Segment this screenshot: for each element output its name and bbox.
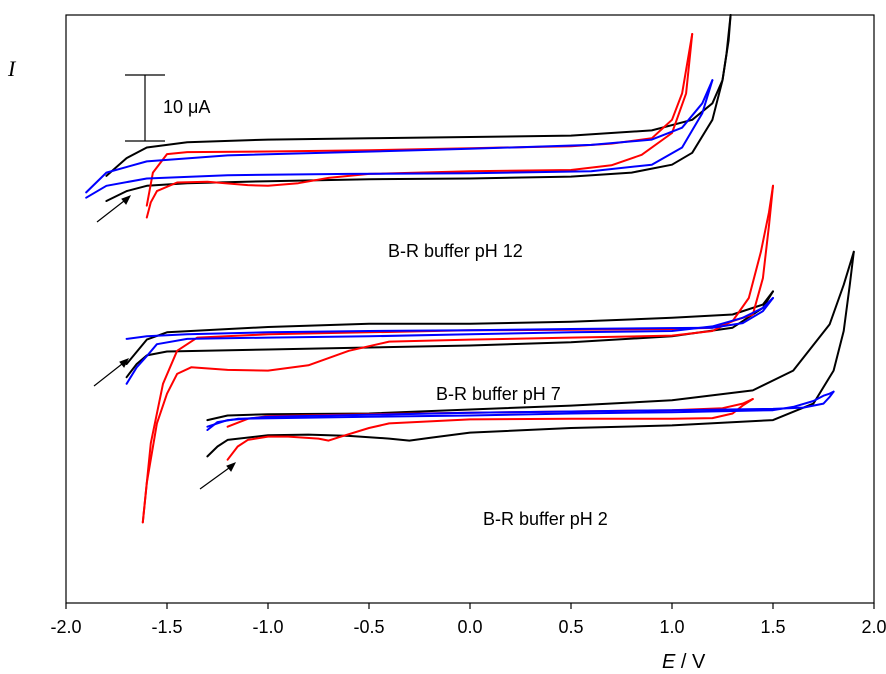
series-line-2-return bbox=[85, 79, 714, 194]
scale-bar bbox=[125, 74, 165, 142]
series-line-7-forward bbox=[226, 398, 754, 461]
x-axis: -2.0 -1.5 -1.0 -0.5 0.0 0.5 1.0 1.5 2.0 bbox=[50, 603, 886, 637]
x-tick-label: 2.0 bbox=[861, 617, 886, 637]
series-line-0-return bbox=[105, 14, 732, 177]
arrow-ph7 bbox=[93, 358, 130, 387]
x-tick-label: 0.5 bbox=[558, 617, 583, 637]
series-line-5-forward bbox=[125, 297, 774, 385]
x-tick-label: -1.0 bbox=[252, 617, 283, 637]
x-axis-label-var: E bbox=[662, 651, 676, 673]
annotation-ph2: B-R buffer pH 2 bbox=[483, 509, 608, 529]
x-axis-label-unit: / V bbox=[675, 651, 706, 673]
series-layer bbox=[85, 14, 855, 524]
x-tick-label: 1.5 bbox=[760, 617, 785, 637]
y-axis-label: I bbox=[7, 56, 17, 81]
series-line-5-return bbox=[125, 297, 774, 340]
x-tick-label: -2.0 bbox=[50, 617, 81, 637]
scale-bar-label: 10 μA bbox=[163, 97, 210, 117]
arrow-ph12 bbox=[96, 195, 132, 223]
series-line-1-forward bbox=[145, 33, 694, 219]
annotation-ph7: B-R buffer pH 7 bbox=[436, 384, 561, 404]
series-line-6-forward bbox=[206, 250, 855, 458]
annotation-ph12: B-R buffer pH 12 bbox=[388, 241, 523, 261]
series-line-0-forward bbox=[105, 14, 732, 202]
series-line-8-return bbox=[206, 390, 835, 428]
x-tick-label: -1.5 bbox=[151, 617, 182, 637]
x-tick-label: 1.0 bbox=[659, 617, 684, 637]
x-axis-label: E / V bbox=[662, 651, 706, 673]
series-line-1-return bbox=[145, 33, 694, 207]
arrow-ph2 bbox=[199, 462, 237, 490]
series-line-4-forward bbox=[141, 184, 774, 524]
series-line-2-forward bbox=[85, 79, 714, 199]
x-tick-label: -0.5 bbox=[353, 617, 384, 637]
series-line-4-return bbox=[141, 184, 774, 524]
x-tick-label: 0.0 bbox=[457, 617, 482, 637]
series-line-6-return bbox=[206, 250, 855, 422]
